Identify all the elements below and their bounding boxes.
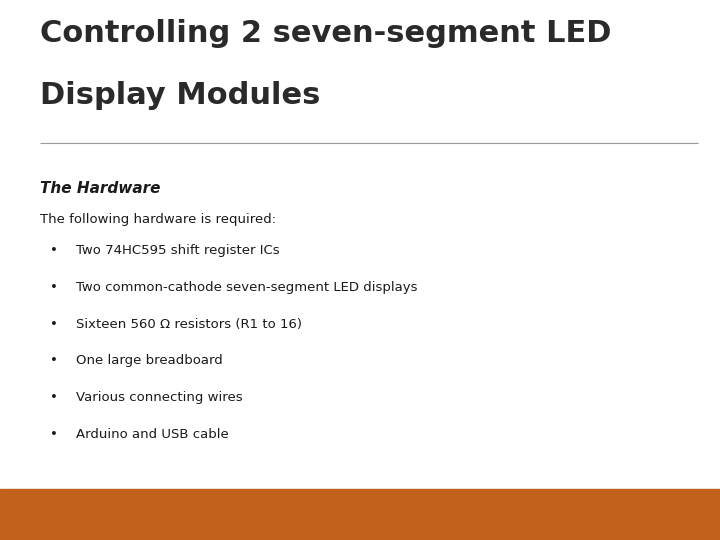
Text: Two 74HC595 shift register ICs: Two 74HC595 shift register ICs bbox=[76, 244, 279, 257]
Text: Display Modules: Display Modules bbox=[40, 81, 320, 110]
Text: The Hardware: The Hardware bbox=[40, 181, 160, 196]
Text: •: • bbox=[50, 244, 58, 257]
Text: •: • bbox=[50, 428, 58, 441]
Text: •: • bbox=[50, 318, 58, 330]
Text: •: • bbox=[50, 391, 58, 404]
Text: One large breadboard: One large breadboard bbox=[76, 354, 222, 367]
Text: Arduino and USB cable: Arduino and USB cable bbox=[76, 428, 228, 441]
Bar bbox=[0, 489, 720, 540]
Text: Sixteen 560 Ω resistors (R1 to 16): Sixteen 560 Ω resistors (R1 to 16) bbox=[76, 318, 302, 330]
Text: •: • bbox=[50, 281, 58, 294]
Text: Various connecting wires: Various connecting wires bbox=[76, 391, 242, 404]
Text: Two common-cathode seven-segment LED displays: Two common-cathode seven-segment LED dis… bbox=[76, 281, 417, 294]
Text: The following hardware is required:: The following hardware is required: bbox=[40, 213, 276, 226]
Text: Controlling 2 seven-segment LED: Controlling 2 seven-segment LED bbox=[40, 19, 611, 48]
Text: •: • bbox=[50, 354, 58, 367]
